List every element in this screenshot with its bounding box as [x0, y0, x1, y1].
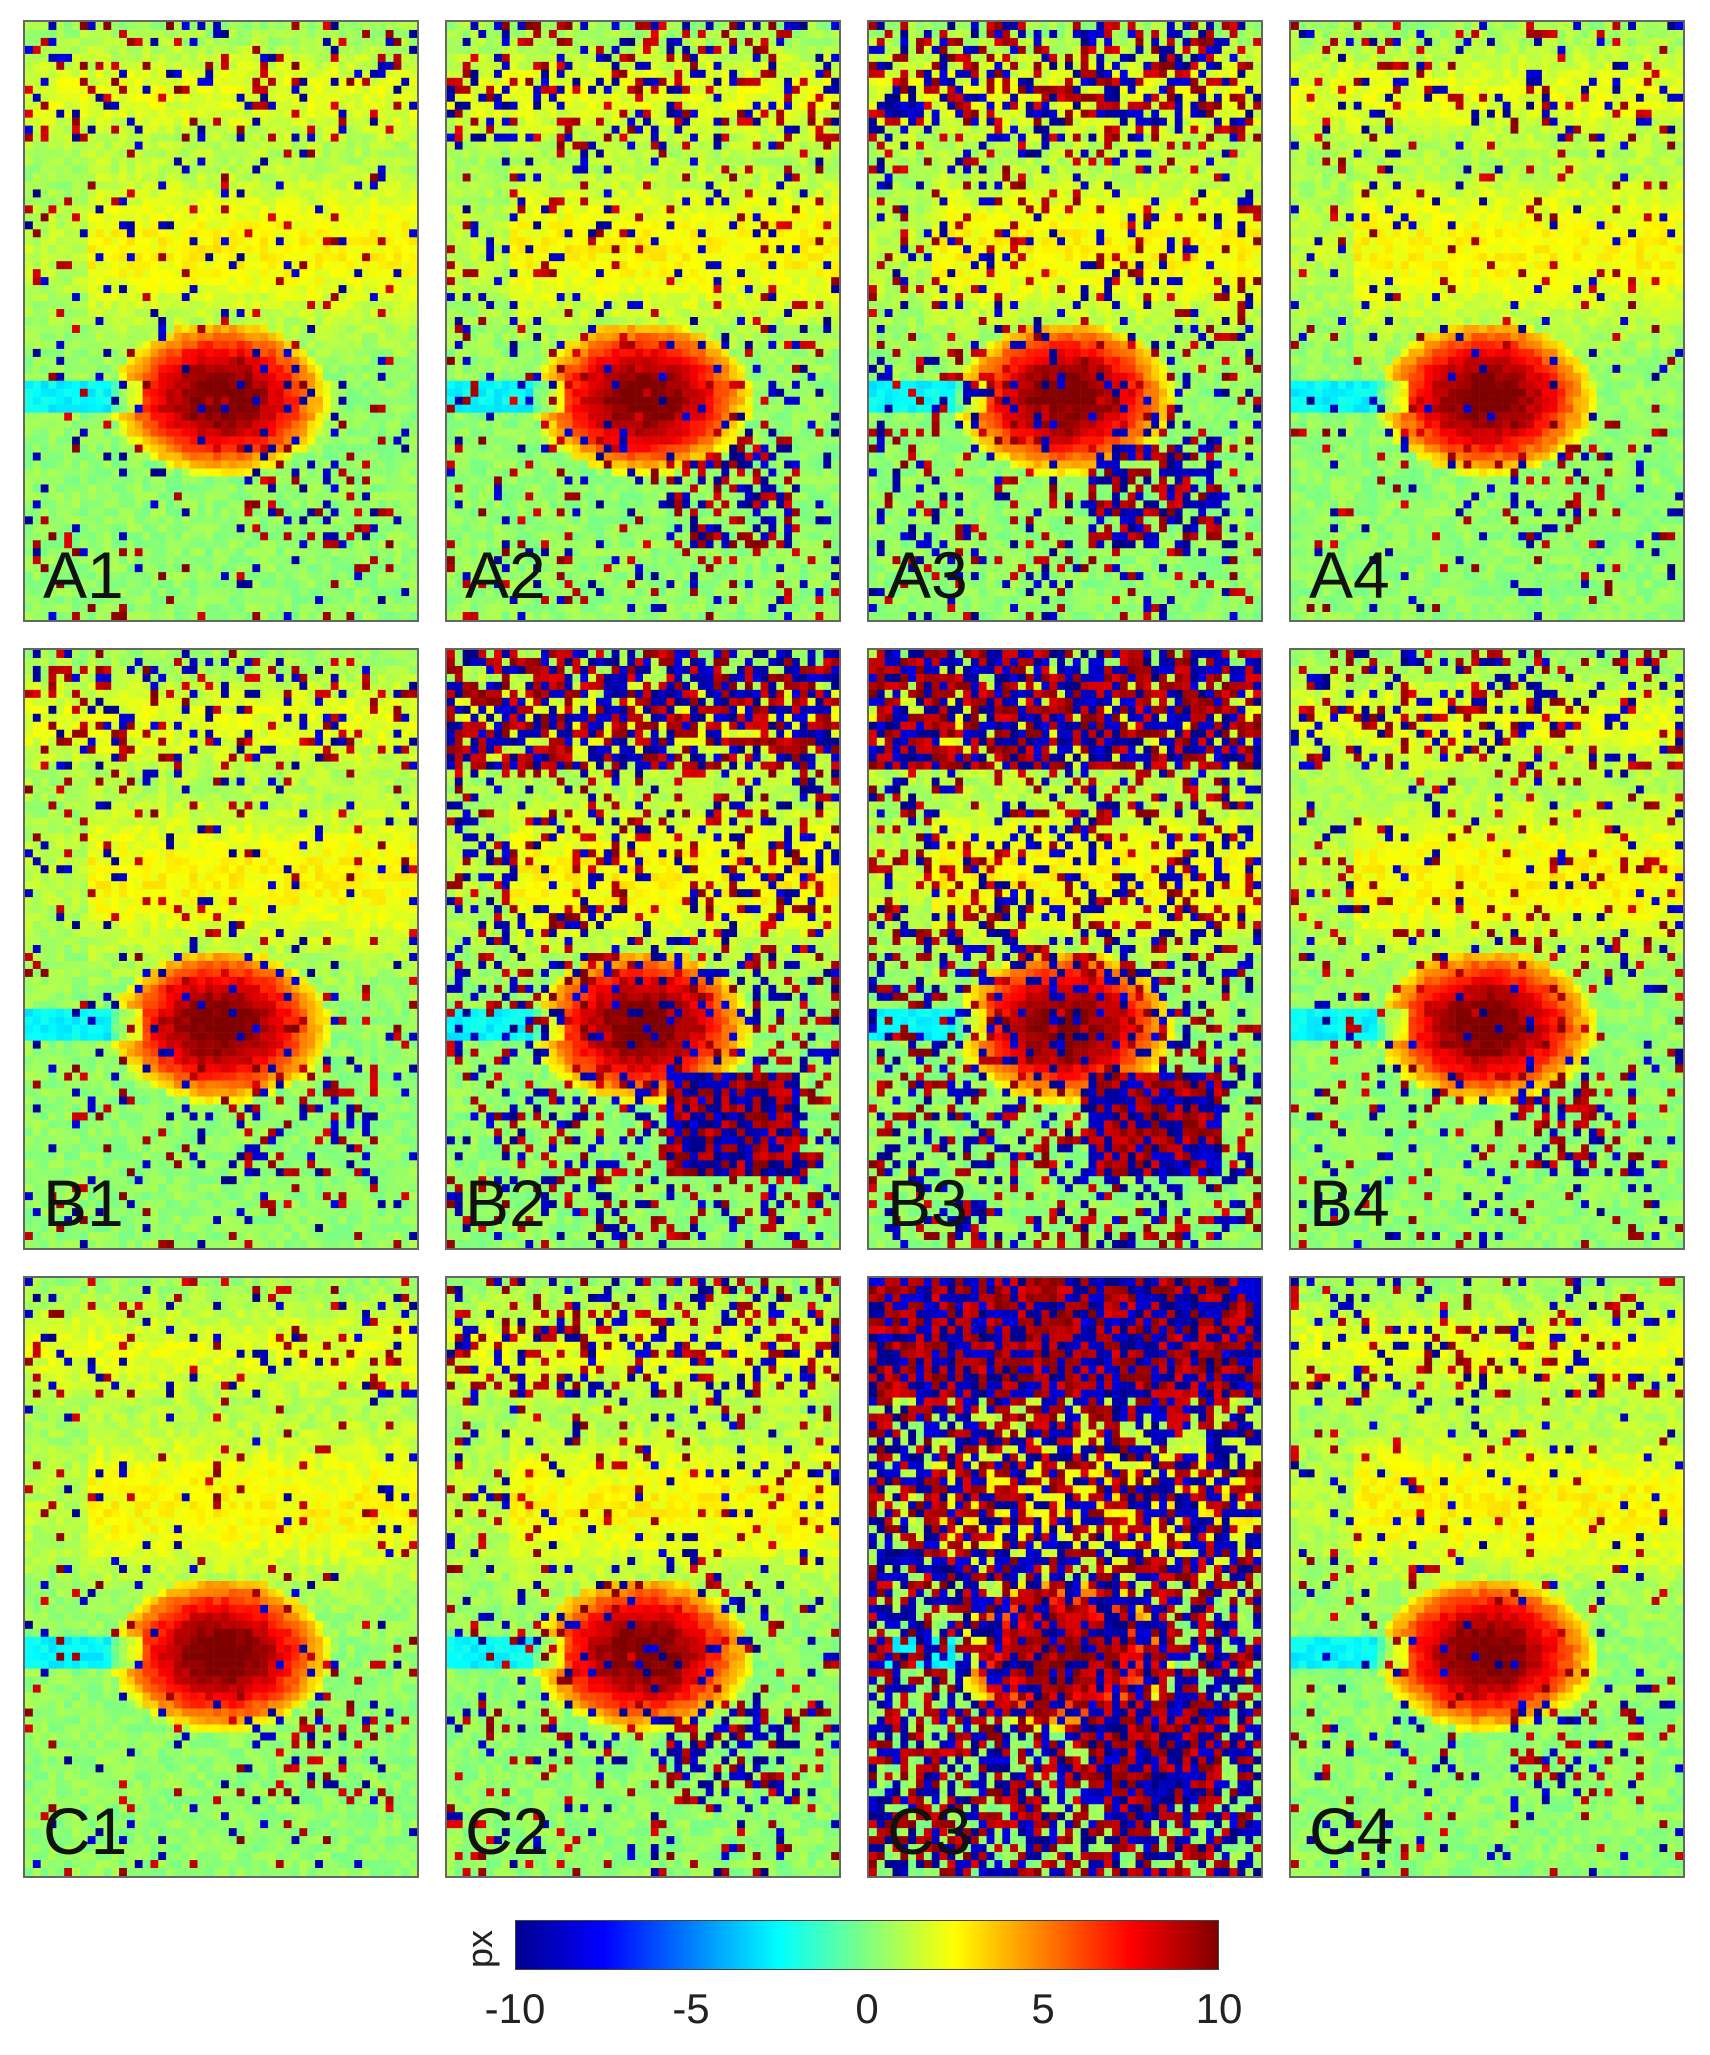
colorbar-gradient	[515, 1920, 1219, 1970]
displacement-map-a2	[447, 22, 839, 620]
panel-a4: A4	[1289, 20, 1685, 622]
panel-label-c1: C1	[43, 1798, 127, 1864]
colorbar-tick-min: -10	[485, 1985, 546, 2033]
colorbar-tick-max: 10	[1196, 1985, 1243, 2033]
panel-label-a3: A3	[887, 542, 968, 608]
panel-label-b2: B2	[465, 1170, 546, 1236]
panel-b1: B1	[23, 648, 419, 1250]
panel-label-a1: A1	[43, 542, 124, 608]
displacement-map-a3	[869, 22, 1261, 620]
panel-label-a2: A2	[465, 542, 546, 608]
panel-b4: B4	[1289, 648, 1685, 1250]
panel-c3: C3	[867, 1276, 1263, 1878]
displacement-map-b2	[447, 650, 839, 1248]
panel-label-c2: C2	[465, 1798, 549, 1864]
colorbar-unit-label: px	[455, 1912, 505, 1972]
displacement-map-b3	[869, 650, 1261, 1248]
panel-c2: C2	[445, 1276, 841, 1878]
panel-label-c3: C3	[887, 1798, 971, 1864]
panel-label-c4: C4	[1309, 1798, 1393, 1864]
panel-label-b1: B1	[43, 1170, 124, 1236]
colorbar-tick-neg5: -5	[672, 1985, 709, 2033]
panel-label-b4: B4	[1309, 1170, 1390, 1236]
panel-a2: A2	[445, 20, 841, 622]
panel-a1: A1	[23, 20, 419, 622]
panel-c1: C1	[23, 1276, 419, 1878]
colorbar-tick-zero: 0	[855, 1985, 878, 2033]
displacement-map-c2	[447, 1278, 839, 1876]
panel-b3: B3	[867, 648, 1263, 1250]
displacement-map-c4	[1291, 1278, 1683, 1876]
displacement-map-b1	[25, 650, 417, 1248]
displacement-map-a4	[1291, 22, 1683, 620]
panel-b2: B2	[445, 648, 841, 1250]
displacement-map-a1	[25, 22, 417, 620]
panel-c4: C4	[1289, 1276, 1685, 1878]
displacement-map-b4	[1291, 650, 1683, 1248]
panel-a3: A3	[867, 20, 1263, 622]
panel-label-b3: B3	[887, 1170, 968, 1236]
displacement-map-c3	[869, 1278, 1261, 1876]
displacement-map-c1	[25, 1278, 417, 1876]
colorbar	[515, 1920, 1219, 1970]
colorbar-tick-pos5: 5	[1031, 1985, 1054, 2033]
panel-label-a4: A4	[1309, 542, 1390, 608]
